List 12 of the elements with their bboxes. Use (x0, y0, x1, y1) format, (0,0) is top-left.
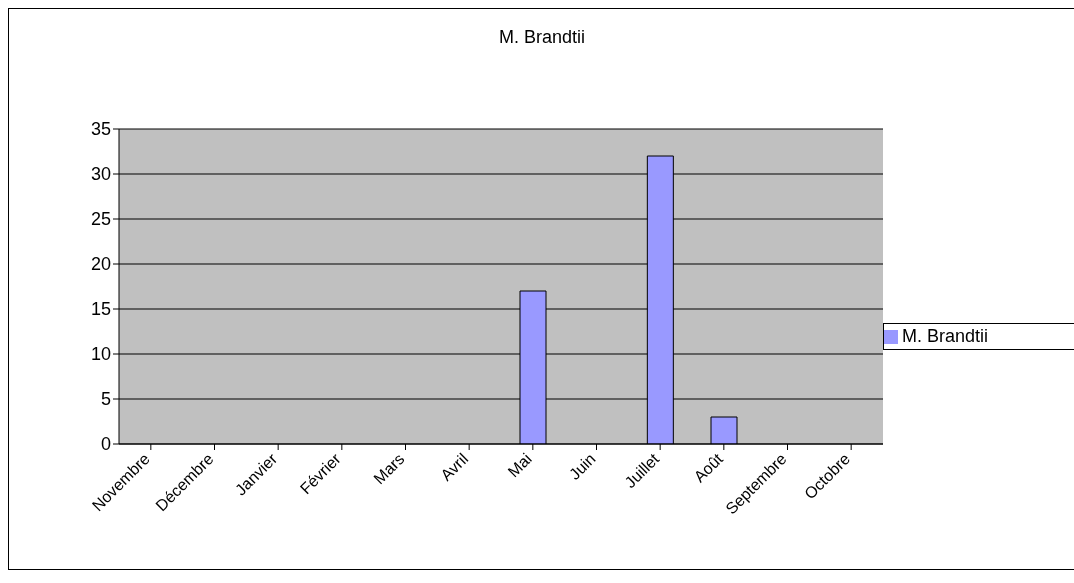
y-tick-label: 35 (90, 119, 111, 140)
y-tick-label: 15 (90, 299, 111, 320)
y-tick-label: 25 (90, 209, 111, 230)
y-tick-label: 20 (90, 254, 111, 275)
y-tick-label: 5 (100, 389, 111, 410)
legend-label: M. Brandtii (902, 326, 989, 346)
y-tick-label: 10 (90, 344, 111, 365)
chart-title: M. Brandtii (498, 27, 586, 48)
x-tick-label: Juin (565, 450, 599, 483)
y-tick-label: 30 (90, 164, 111, 185)
x-tick-label: Mai (504, 450, 535, 481)
y-tick-label: 0 (100, 434, 111, 455)
